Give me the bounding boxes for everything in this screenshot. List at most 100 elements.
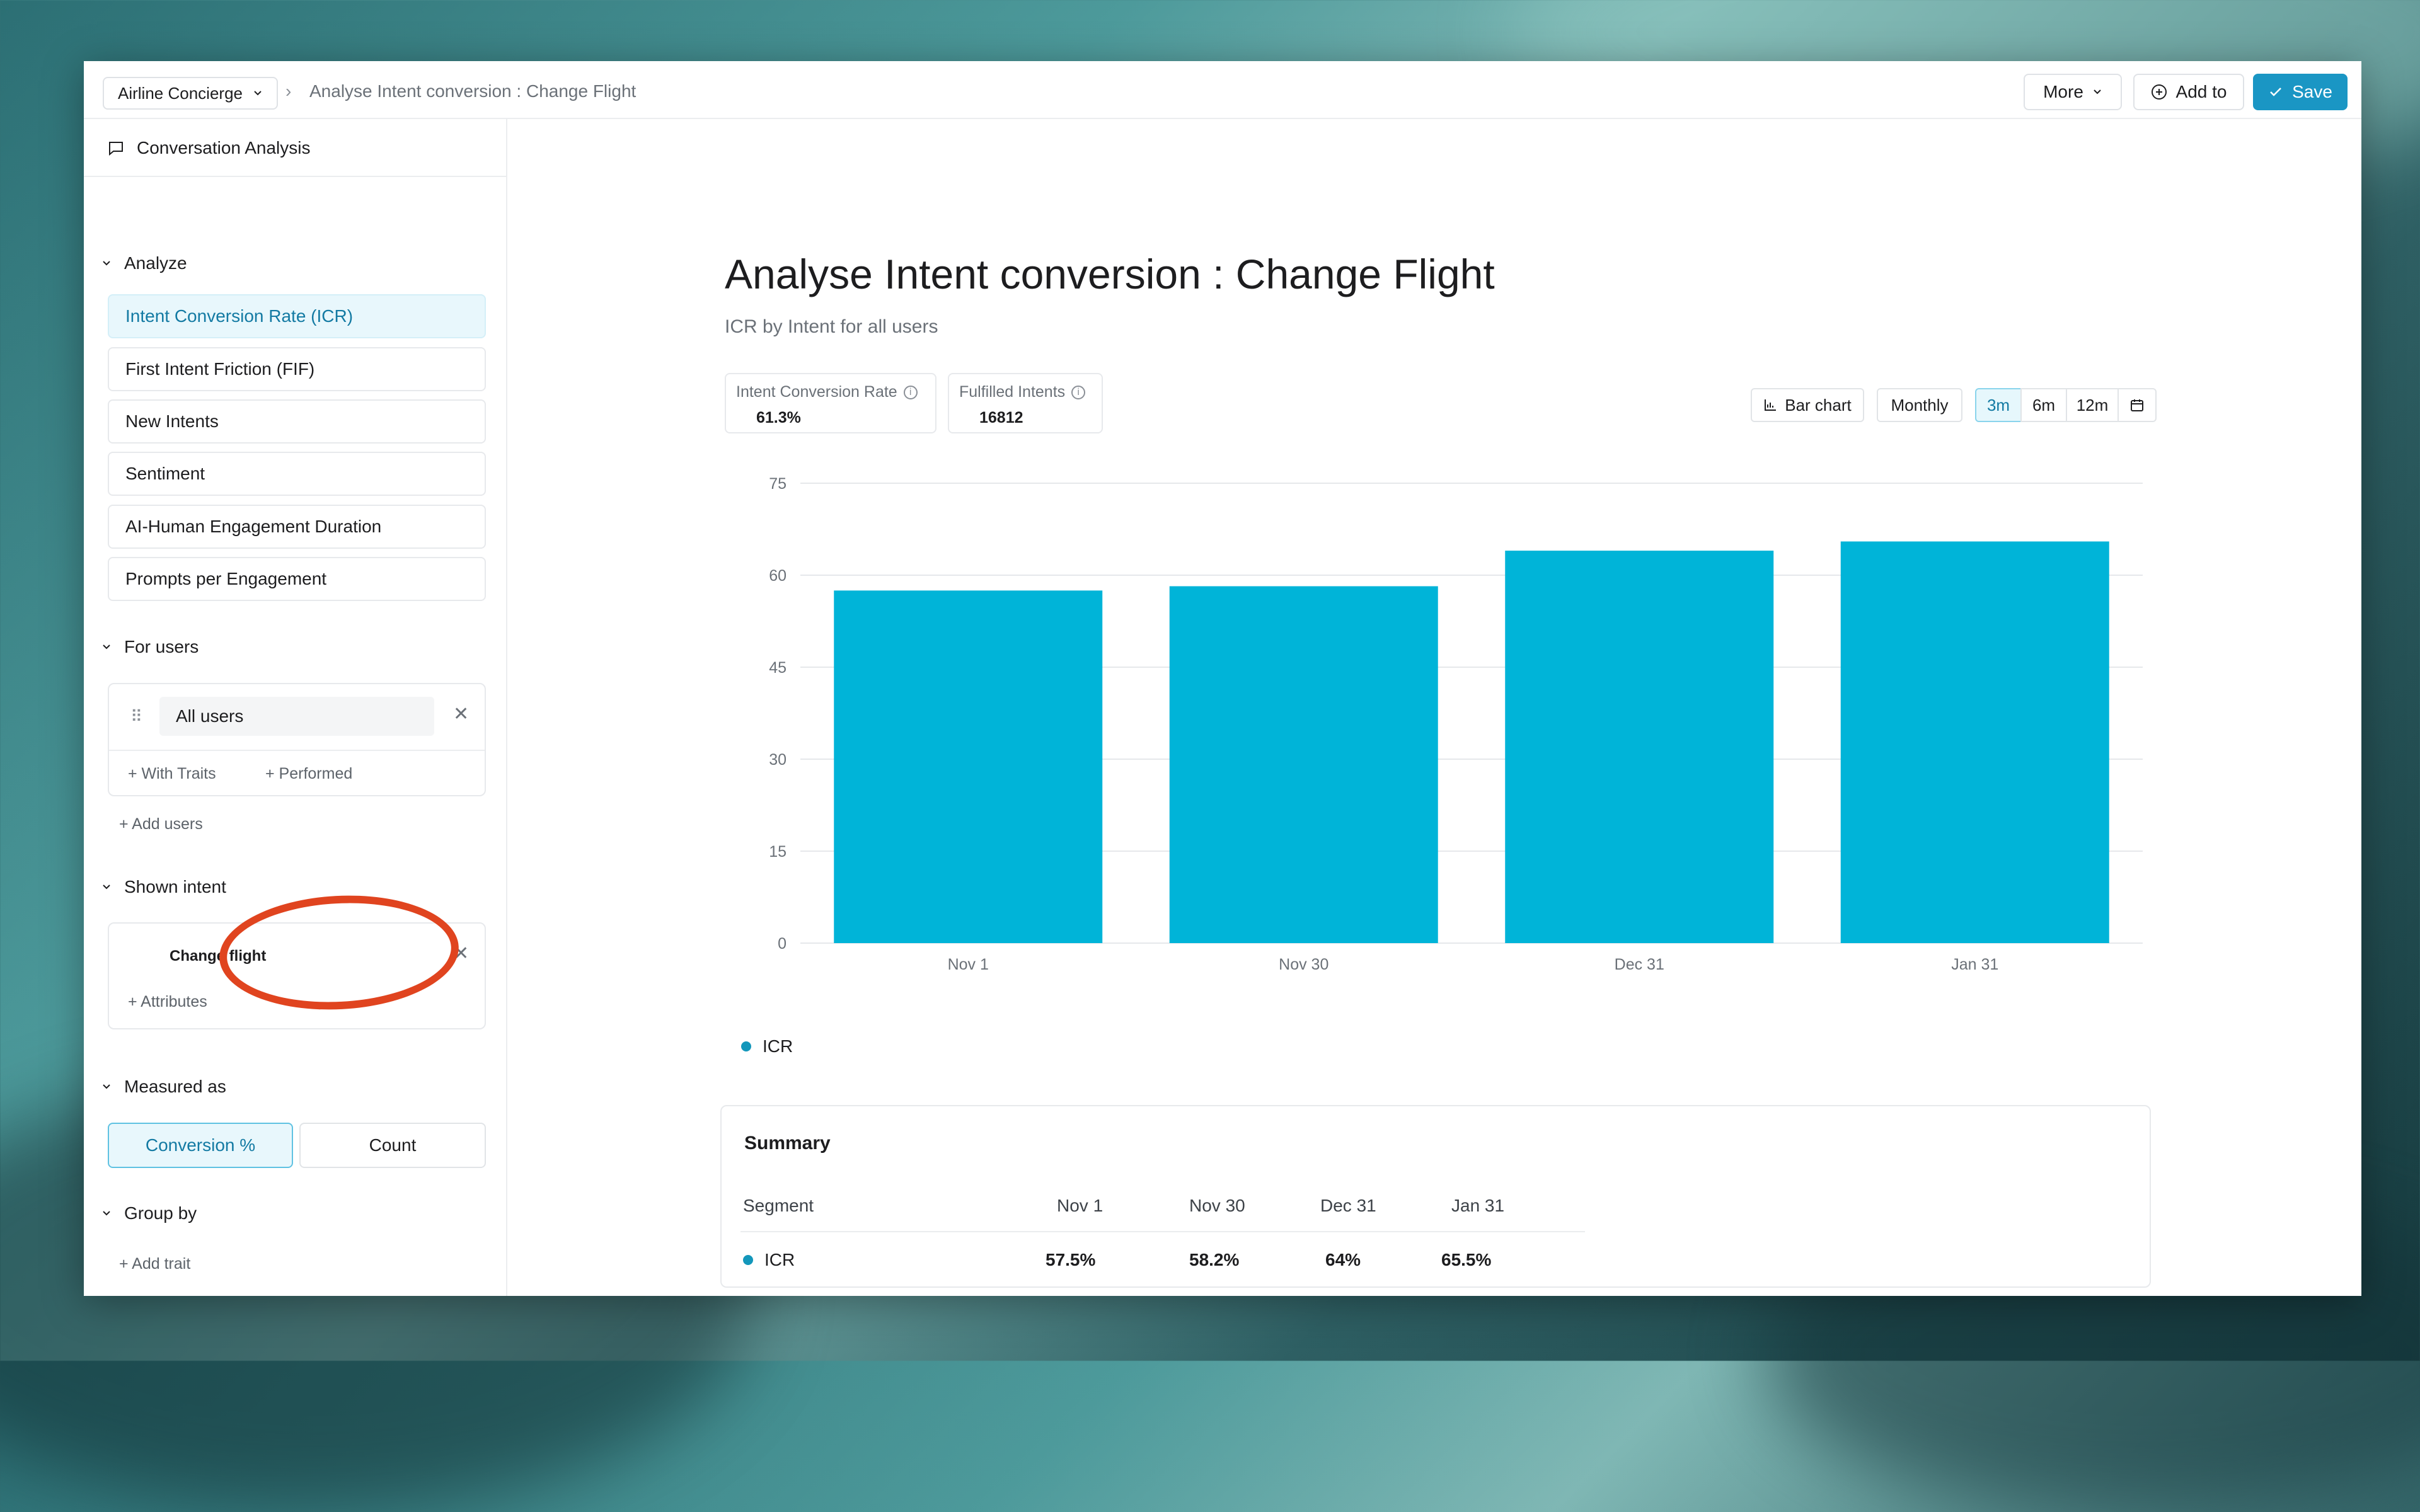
with-traits-link[interactable]: + With Traits [128, 765, 216, 782]
calendar-icon [2131, 399, 2143, 411]
close-icon[interactable]: ✕ [453, 704, 470, 724]
divider [740, 1231, 1585, 1232]
stat-label: Intent Conversion Rate [736, 383, 897, 401]
y-tick-label: 30 [769, 751, 786, 769]
metric-sentiment[interactable]: Sentiment [108, 452, 486, 496]
intent-chip[interactable]: Change flight [170, 948, 267, 965]
divider [109, 750, 485, 751]
chevron-down-icon [103, 261, 110, 266]
metric-label: Prompts per Engagement [125, 569, 327, 588]
summary-col-header: Nov 1 [1057, 1196, 1103, 1215]
more-label: More [2043, 82, 2083, 101]
add-to-label: Add to [2175, 82, 2227, 101]
intent-card: Change flight ✕ + Attributes [108, 922, 486, 1029]
range-label: 6m [2032, 395, 2056, 415]
performed-link[interactable]: + Performed [265, 765, 353, 782]
section-label: Shown intent [124, 877, 226, 896]
chat-bubble-icon [109, 142, 123, 156]
performed-label: Performed [279, 765, 353, 782]
section-analyze[interactable]: Analyze [101, 253, 187, 273]
save-label: Save [2292, 82, 2332, 101]
section-shown-intent[interactable]: Shown intent [101, 877, 226, 897]
chart-type-button[interactable]: Bar chart [1751, 388, 1864, 422]
legend-dot [741, 1041, 751, 1051]
info-icon[interactable]: i [903, 385, 918, 399]
interval-button[interactable]: Monthly [1877, 388, 1962, 422]
bar[interactable] [1505, 551, 1774, 943]
summary-cell: 65.5% [1441, 1250, 1492, 1269]
x-tick-label: Nov 1 [948, 956, 989, 973]
app-window: Airline Concierge › Analyse Intent conve… [84, 61, 2361, 1296]
chevron-right-icon: › [285, 81, 292, 101]
metric-new-intents[interactable]: New Intents [108, 399, 486, 444]
chevron-down-icon [103, 1211, 110, 1216]
metric-fif[interactable]: First Intent Friction (FIF) [108, 347, 486, 391]
section-measured-as[interactable]: Measured as [101, 1077, 226, 1097]
sidebar-header: Conversation Analysis [108, 138, 310, 158]
metric-label: Sentiment [125, 464, 205, 483]
metric-prompts[interactable]: Prompts per Engagement [108, 557, 486, 601]
range-12m[interactable]: 12m [2066, 388, 2119, 422]
y-tick-label: 75 [769, 475, 786, 493]
info-icon[interactable]: i [1071, 385, 1086, 399]
stat-value: 16812 [979, 409, 1023, 427]
calendar-button[interactable] [2118, 388, 2157, 422]
section-label: Group by [124, 1203, 197, 1223]
check-icon [2270, 88, 2281, 96]
summary-col-header: Jan 31 [1451, 1196, 1505, 1215]
plus-circle-icon [2151, 84, 2167, 100]
metric-label: New Intents [125, 411, 219, 431]
x-tick-label: Jan 31 [1951, 956, 1998, 973]
top-bar: Airline Concierge › Analyse Intent conve… [84, 61, 2361, 119]
legend-dot [743, 1255, 753, 1265]
users-card: ⠿ All users ✕ + With Traits + Performed [108, 683, 486, 796]
x-tick-label: Dec 31 [1615, 956, 1664, 973]
y-tick-label: 0 [778, 935, 786, 953]
app-name: Airline Concierge [118, 83, 243, 103]
section-label: Analyze [124, 253, 187, 273]
more-button[interactable]: More [2024, 74, 2122, 110]
measure-count-toggle[interactable]: Count [299, 1123, 486, 1168]
summary-card: Summary Segment Nov 1 Nov 30 Dec 31 Jan … [720, 1105, 2151, 1288]
metric-icr[interactable]: Intent Conversion Rate (ICR) [108, 294, 486, 338]
bar-chart: 0 15 30 45 60 75 Nov 1 Nov 30 Dec 31 Jan 31 [769, 475, 2143, 973]
bar[interactable] [1169, 586, 1438, 943]
metric-label: AI-Human Engagement Duration [125, 517, 382, 536]
app-selector[interactable]: Airline Concierge [103, 77, 278, 110]
add-trait-label: Add trait [132, 1255, 191, 1273]
metric-engagement-duration[interactable]: AI-Human Engagement Duration [108, 505, 486, 549]
chevron-down-icon [2094, 89, 2101, 94]
bar[interactable] [834, 590, 1103, 943]
with-traits-label: With Traits [141, 765, 216, 782]
drag-handle-icon[interactable]: ⠿ [130, 707, 143, 726]
range-label: 12m [2076, 395, 2109, 415]
summary-segment-label: ICR [764, 1250, 795, 1269]
breadcrumb[interactable]: Analyse Intent conversion : Change Fligh… [309, 81, 637, 101]
close-icon[interactable]: ✕ [453, 943, 470, 964]
measure-conversion-toggle[interactable]: Conversion % [108, 1123, 293, 1168]
bar[interactable] [1840, 541, 2109, 943]
section-label: For users [124, 637, 199, 656]
chevron-down-icon [103, 1084, 110, 1089]
add-users-link[interactable]: + Add users [119, 815, 203, 833]
range-6m[interactable]: 6m [2020, 388, 2067, 422]
sidebar: Conversation Analysis Analyze Intent Con… [84, 119, 507, 1296]
attributes-link[interactable]: + Attributes [128, 993, 207, 1011]
page-title: Analyse Intent conversion : Change Fligh… [725, 251, 1495, 297]
user-chip[interactable]: All users [159, 697, 434, 736]
stat-value: 61.3% [756, 409, 801, 427]
y-tick-label: 45 [769, 659, 786, 677]
add-trait-link[interactable]: + Add trait [119, 1255, 191, 1273]
section-group-by[interactable]: Group by [101, 1203, 197, 1223]
user-chip-label: All users [176, 706, 244, 726]
stat-label: Fulfilled Intents [959, 383, 1066, 401]
save-button[interactable]: Save [2253, 74, 2348, 110]
chevron-down-icon [103, 885, 110, 890]
range-3m[interactable]: 3m [1975, 388, 2022, 422]
summary-row-segment: ICR [743, 1250, 795, 1270]
add-to-button[interactable]: Add to [2133, 74, 2244, 110]
summary-col-header: Nov 30 [1189, 1196, 1245, 1215]
section-for-users[interactable]: For users [101, 637, 199, 657]
y-tick-label: 15 [769, 843, 786, 861]
interval-label: Monthly [1891, 395, 1949, 415]
